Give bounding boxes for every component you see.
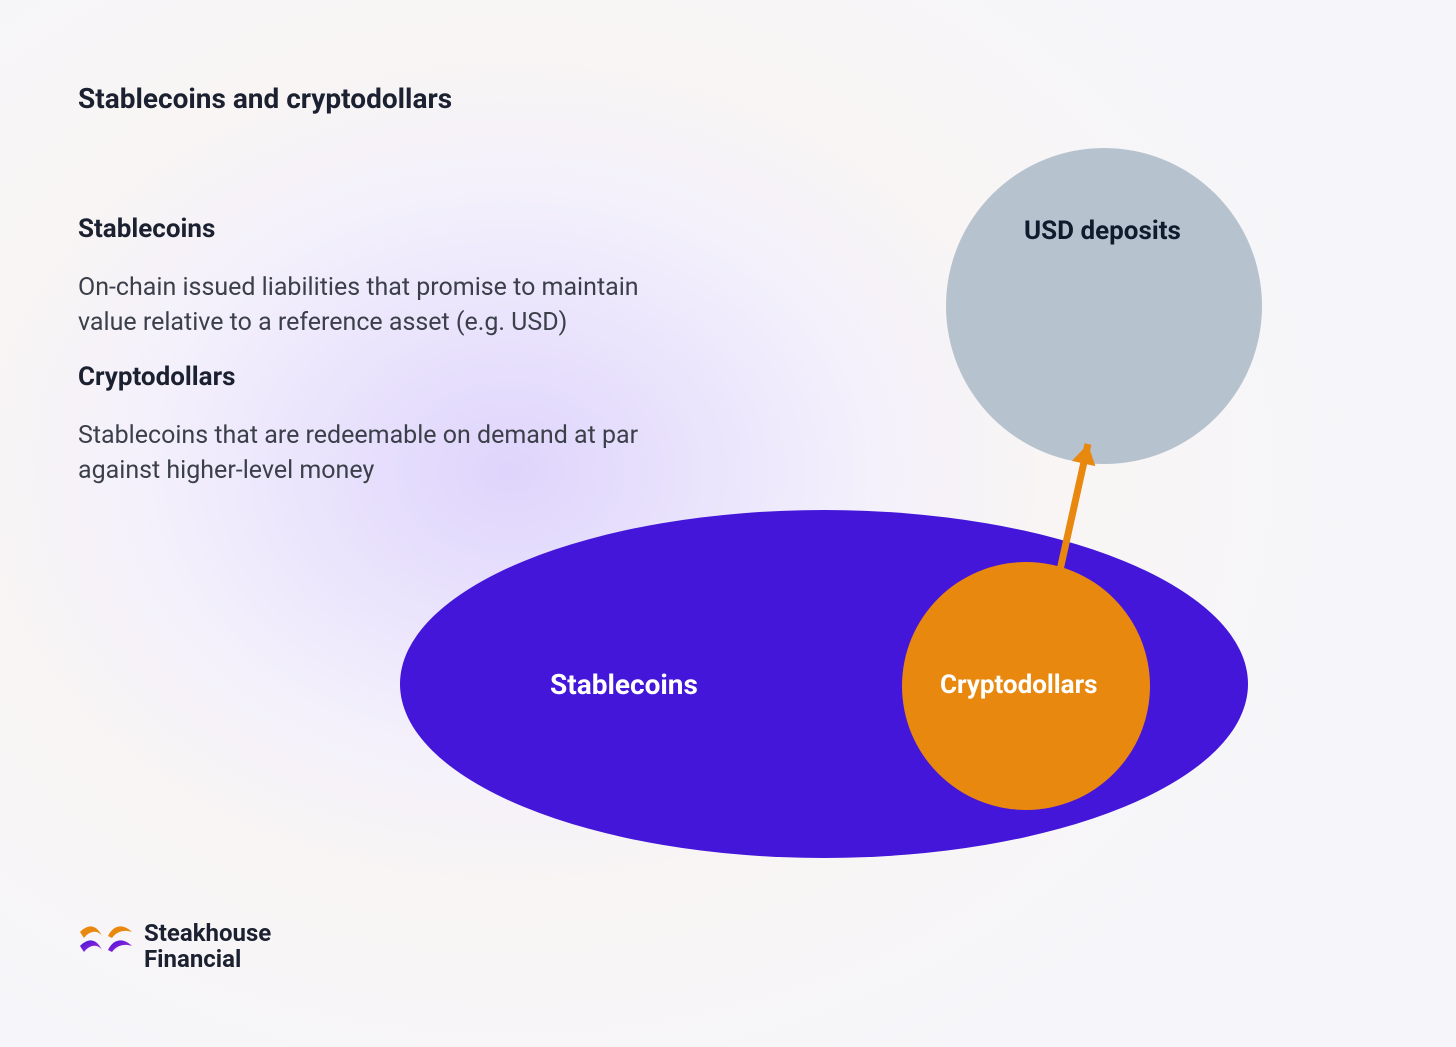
logo-line-2: Financial — [144, 946, 271, 972]
arrow-cryptodollars-to-usd — [0, 0, 1456, 1047]
steakhouse-logo-icon — [78, 922, 134, 970]
logo-line-1: Steakhouse — [144, 920, 271, 946]
steakhouse-logo: Steakhouse Financial — [78, 920, 271, 973]
steakhouse-logo-text: Steakhouse Financial — [144, 920, 271, 973]
infographic-canvas: Stablecoins and cryptodollars Stablecoin… — [0, 0, 1456, 1047]
